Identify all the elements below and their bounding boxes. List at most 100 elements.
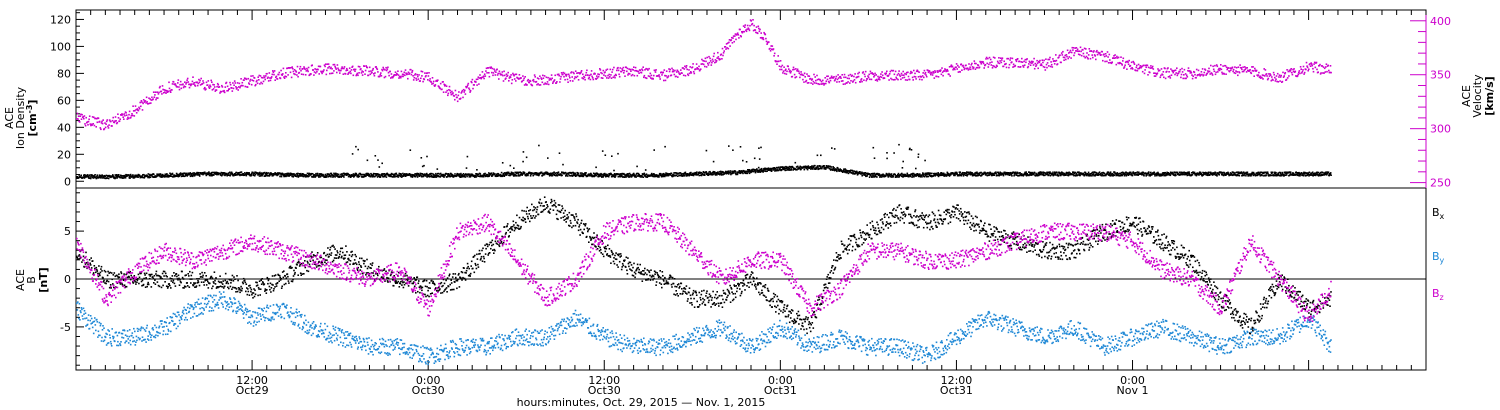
velocity-point [1092, 51, 1095, 53]
velocity-point [345, 69, 347, 72]
velocity-point [412, 79, 415, 81]
density-point [640, 175, 643, 177]
velocity-point [634, 66, 637, 69]
velocity-point [1191, 77, 1194, 80]
velocity-point [81, 113, 83, 116]
velocity-point [1127, 61, 1129, 64]
velocity-point [782, 72, 784, 74]
density-point [975, 175, 978, 177]
velocity-point [937, 76, 940, 78]
density-point [311, 173, 314, 175]
density-point [656, 174, 658, 176]
density-point [206, 173, 209, 176]
velocity-point [398, 77, 400, 79]
velocity-point [1126, 68, 1128, 70]
velocity-point [1235, 66, 1238, 69]
velocity-point [1238, 71, 1240, 73]
density-point [952, 172, 955, 175]
velocity-point [1095, 58, 1097, 61]
density-point [613, 173, 616, 175]
density-point [357, 174, 360, 176]
velocity-point [502, 74, 504, 77]
velocity-point [1208, 70, 1211, 73]
velocity-point [881, 74, 884, 77]
density-point [272, 174, 274, 177]
velocity-point [842, 80, 844, 82]
velocity-point [829, 79, 832, 82]
velocity-point [176, 86, 178, 88]
velocity-point [673, 73, 676, 76]
velocity-point [518, 78, 520, 80]
velocity-point [235, 86, 237, 88]
density-point [519, 171, 522, 173]
density-point [962, 173, 964, 176]
density-point [358, 175, 361, 178]
velocity-point [461, 91, 463, 93]
velocity-point [151, 96, 153, 99]
velocity-point [356, 73, 358, 76]
velocity-point [78, 121, 81, 123]
velocity-point [906, 79, 909, 81]
density-point [844, 168, 847, 170]
velocity-point [1215, 64, 1218, 66]
velocity-point [394, 74, 396, 76]
velocity-point [538, 84, 541, 86]
density-point [378, 173, 381, 176]
velocity-point [402, 75, 404, 78]
velocity-point [411, 71, 413, 74]
velocity-point [189, 84, 192, 87]
velocity-point [967, 69, 970, 71]
velocity-point [191, 80, 194, 83]
velocity-point [1166, 70, 1168, 73]
velocity-point [677, 76, 679, 78]
velocity-point [915, 78, 917, 80]
density-point [474, 176, 476, 178]
density-point [293, 173, 295, 175]
density-point [984, 171, 986, 174]
velocity-point [1187, 69, 1189, 72]
velocity-point [476, 84, 478, 86]
velocity-point [1329, 65, 1332, 67]
density-point [409, 174, 412, 177]
velocity-point [298, 71, 301, 74]
velocity-point [638, 72, 640, 74]
density-point [365, 175, 367, 177]
density-point [653, 175, 655, 178]
velocity-point [237, 89, 239, 91]
velocity-point [1110, 62, 1113, 65]
x-tick-date-label: Oct30 [412, 384, 445, 397]
density-point [878, 173, 881, 176]
velocity-point [300, 69, 302, 72]
velocity-point [143, 101, 146, 103]
velocity-point [1233, 72, 1236, 74]
velocity-point [663, 69, 666, 71]
velocity-point [1286, 69, 1288, 71]
velocity-point [453, 95, 455, 97]
density-point [764, 168, 767, 171]
velocity-point [294, 73, 296, 76]
velocity-point [217, 84, 220, 86]
density-point [464, 176, 467, 178]
velocity-point [1236, 71, 1238, 73]
velocity-point [647, 69, 649, 71]
density-point [302, 175, 304, 178]
density-point [581, 175, 584, 178]
density-point [117, 174, 120, 176]
velocity-point [772, 48, 775, 50]
density-point [587, 174, 590, 177]
velocity-point [820, 80, 823, 83]
density-point [629, 175, 631, 178]
density-point [799, 167, 801, 169]
velocity-point [313, 71, 316, 73]
density-tick-label: 100 [50, 40, 71, 53]
velocity-point [1066, 55, 1068, 58]
velocity-point [262, 80, 265, 83]
velocity-point [786, 70, 788, 73]
velocity-point [259, 83, 261, 85]
velocity-point [1009, 59, 1011, 61]
density-point [716, 174, 718, 176]
velocity-point [290, 67, 292, 69]
velocity-point [1169, 77, 1172, 79]
velocity-point [1096, 53, 1099, 56]
velocity-point [1158, 69, 1161, 72]
